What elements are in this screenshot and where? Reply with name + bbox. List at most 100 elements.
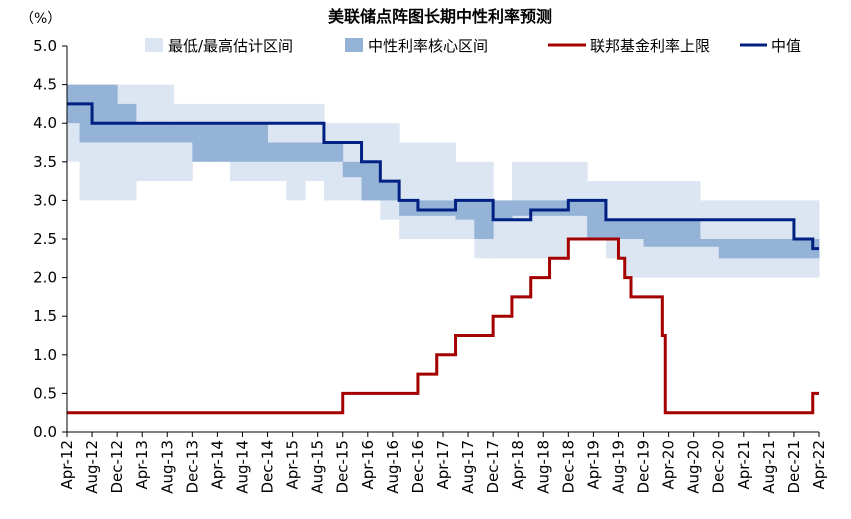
central-band-segment bbox=[511, 200, 532, 216]
range-band-segment bbox=[380, 123, 400, 220]
central-band-segment bbox=[718, 239, 739, 259]
central-band-segment bbox=[662, 219, 682, 247]
central-band-segment bbox=[549, 200, 569, 216]
chart-title: 美联储点阵图长期中性利率预测 bbox=[328, 7, 552, 26]
x-tick-label: Apr-19 bbox=[584, 440, 602, 490]
x-tick-label: Aug-16 bbox=[384, 440, 402, 494]
x-tick-label: Apr-21 bbox=[735, 440, 753, 490]
x-tick-label: Dec-20 bbox=[710, 440, 728, 494]
central-band-segment bbox=[530, 200, 551, 216]
median-line bbox=[67, 102, 819, 251]
x-tick-label: Dec-14 bbox=[259, 440, 277, 494]
central-band-segment bbox=[417, 200, 438, 216]
central-band-segment bbox=[455, 200, 475, 220]
x-tick-label: Apr-20 bbox=[660, 440, 678, 490]
x-tick-label: Apr-14 bbox=[208, 440, 226, 490]
central-band-segment bbox=[756, 239, 776, 259]
range-band-segment bbox=[417, 142, 438, 239]
y-tick-label: 3.5 bbox=[33, 153, 57, 171]
central-band-segment bbox=[775, 239, 795, 259]
central-band-segment bbox=[643, 219, 663, 247]
x-tick-label: Aug-20 bbox=[685, 440, 703, 494]
central-band-segment bbox=[737, 239, 757, 259]
x-tick-label: Dec-15 bbox=[334, 440, 352, 494]
central-band-segment bbox=[229, 123, 250, 162]
central-band-segment bbox=[793, 239, 814, 259]
y-unit-label: （%） bbox=[20, 11, 61, 27]
central-band-segment bbox=[211, 123, 231, 162]
x-tick-label: Apr-15 bbox=[284, 440, 302, 490]
central-band-segment bbox=[380, 181, 400, 201]
x-tick-label: Dec-16 bbox=[409, 440, 427, 494]
x-tick-label: Aug-21 bbox=[760, 440, 778, 494]
legend-label-median: 中值 bbox=[771, 37, 801, 55]
central-tendency-band bbox=[67, 84, 820, 259]
range-band-segment bbox=[699, 200, 720, 278]
central-band-segment bbox=[267, 142, 287, 162]
x-tick-label: Aug-14 bbox=[233, 440, 251, 494]
central-band-segment bbox=[474, 200, 494, 239]
legend-swatch-central bbox=[345, 38, 363, 52]
y-tick-label: 0.0 bbox=[33, 423, 57, 441]
range-band-segment bbox=[342, 123, 363, 201]
x-tick-label: Dec-21 bbox=[785, 440, 803, 494]
legend: 最低/最高估计区间 中性利率核心区间 联邦基金利率上限 中值 bbox=[145, 37, 801, 55]
central-band-segment bbox=[286, 142, 306, 162]
axes: 0.0 0.5 1.0 1.5 2.0 2.5 3.0 3.5 4.0 4.5 5.0 Apr-12 A… bbox=[33, 37, 828, 494]
x-tick-label: Apr-16 bbox=[359, 440, 377, 490]
central-band-segment bbox=[135, 123, 156, 143]
y-tick-label: 1.5 bbox=[33, 307, 57, 325]
range-band-segment bbox=[399, 142, 419, 239]
x-tick-label: Aug-13 bbox=[158, 440, 176, 494]
central-band-segment bbox=[587, 200, 607, 239]
central-band-segment bbox=[192, 123, 212, 162]
x-tick-label: Apr-18 bbox=[509, 440, 527, 490]
y-tick-label: 2.0 bbox=[33, 269, 57, 287]
y-tick-label: 1.0 bbox=[33, 346, 57, 364]
x-tick-label: Apr-22 bbox=[810, 440, 828, 490]
central-band-segment bbox=[342, 161, 363, 178]
x-tick-label: Dec-19 bbox=[635, 440, 653, 494]
x-tick-label: Aug-12 bbox=[83, 440, 101, 494]
legend-label-central: 中性利率核心区间 bbox=[368, 37, 488, 55]
y-tick-label: 4.5 bbox=[33, 76, 57, 94]
central-band-segment bbox=[568, 200, 588, 216]
central-band-segment bbox=[493, 200, 513, 220]
range-band bbox=[67, 84, 820, 278]
range-band-segment bbox=[756, 200, 776, 278]
legend-swatch-range bbox=[145, 38, 163, 52]
legend-label-fedfunds: 联邦基金利率上限 bbox=[590, 37, 710, 55]
central-band-segment bbox=[173, 123, 193, 143]
range-band-segment bbox=[737, 200, 757, 278]
central-band-segment bbox=[624, 219, 645, 239]
central-band-segment bbox=[98, 84, 118, 143]
range-band-segment bbox=[775, 200, 795, 278]
range-band-segment bbox=[436, 142, 457, 239]
legend-label-range: 最低/最高估计区间 bbox=[168, 37, 293, 55]
range-band-segment bbox=[812, 200, 820, 278]
range-band-segment bbox=[718, 200, 739, 278]
central-band-segment bbox=[681, 219, 701, 247]
y-tick-label: 0.5 bbox=[33, 384, 57, 402]
x-tick-label: Aug-18 bbox=[534, 440, 552, 494]
fed-funds-upper-line bbox=[67, 237, 819, 415]
x-tick-label: Aug-19 bbox=[609, 440, 627, 494]
central-band-segment bbox=[361, 161, 381, 201]
x-tick-label: Dec-13 bbox=[183, 440, 201, 494]
x-tick-label: Aug-15 bbox=[309, 440, 327, 494]
central-band-segment bbox=[436, 200, 457, 216]
y-tick-label: 2.5 bbox=[33, 230, 57, 248]
central-band-segment bbox=[399, 200, 419, 216]
y-tick-label: 4.0 bbox=[33, 114, 57, 132]
y-tick-label: 5.0 bbox=[33, 37, 57, 55]
central-band-segment bbox=[699, 239, 720, 247]
central-band-segment bbox=[305, 142, 325, 162]
central-band-segment bbox=[605, 219, 626, 239]
x-tick-label: Dec-17 bbox=[484, 440, 502, 494]
x-tick-label: Dec-12 bbox=[108, 440, 126, 494]
x-tick-label: Dec-18 bbox=[559, 440, 577, 494]
x-tick-label: Aug-17 bbox=[459, 440, 477, 494]
central-band-segment bbox=[323, 142, 344, 162]
central-band-segment bbox=[79, 84, 99, 143]
